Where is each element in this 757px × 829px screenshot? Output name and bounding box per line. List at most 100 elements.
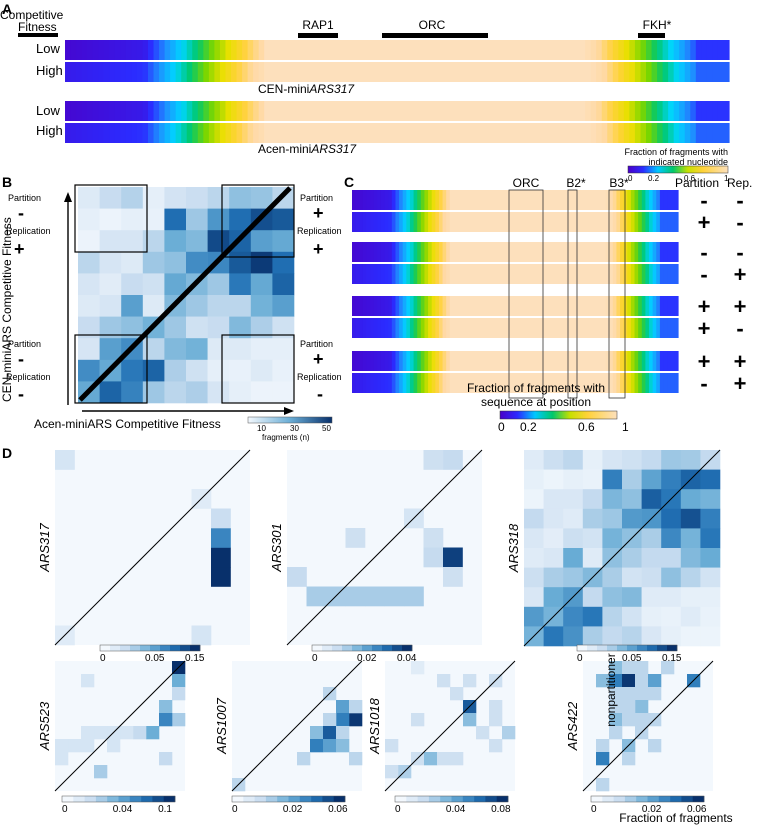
acen-low-bar-segment-52 bbox=[352, 101, 359, 121]
acen-high-bar-segment-110 bbox=[673, 123, 680, 143]
cen-high-bar-segment-99 bbox=[612, 62, 619, 82]
d-cell-r8-c2 bbox=[563, 606, 584, 627]
acen-low-bar-segment-9 bbox=[114, 101, 121, 121]
rap1-element-bar bbox=[298, 33, 338, 38]
c-row0-bar-segment-74 bbox=[620, 190, 625, 210]
d-cell-12 bbox=[424, 752, 438, 766]
d-colorbar-seg-3 bbox=[607, 645, 618, 651]
c-row3-bar-segment-46 bbox=[518, 264, 523, 284]
cen-low-bar-segment-31 bbox=[236, 40, 243, 60]
acen-low-bar-segment-80 bbox=[507, 101, 514, 121]
acen-high-bar-segment-41 bbox=[291, 123, 298, 143]
c-row0-bar-segment-22 bbox=[431, 190, 436, 210]
acen-high-bar-segment-18 bbox=[164, 123, 171, 143]
acen-high-bar-segment-101 bbox=[623, 123, 630, 143]
acen-high-bar-segment-37 bbox=[269, 123, 276, 143]
c-row5-bar-segment-73 bbox=[616, 318, 621, 338]
b-x-axis-label: Acen-miniARS Competitive Fitness bbox=[34, 417, 221, 431]
acen-low-bar-segment-114 bbox=[695, 101, 702, 121]
panel-c-letter: C bbox=[344, 174, 354, 190]
d-colorbar-seg-6 bbox=[462, 796, 475, 802]
c-row1-bar-segment-28 bbox=[453, 212, 458, 232]
cen-high-bar-segment-67 bbox=[435, 62, 442, 82]
c-row0-bar-segment-8 bbox=[380, 190, 386, 210]
c-row5-bar-segment-29 bbox=[457, 318, 462, 338]
c-row6-bar-segment-54 bbox=[547, 351, 552, 371]
c-row5-bar-segment-14 bbox=[402, 318, 407, 338]
c-row4-bar-segment-29 bbox=[457, 296, 462, 316]
cen-high-bar-segment-64 bbox=[419, 62, 426, 82]
c-row1-bar-segment-62 bbox=[576, 212, 581, 232]
c-row0-bar-segment-29 bbox=[457, 190, 462, 210]
c-row3-bar-segment-54 bbox=[547, 264, 552, 284]
cen-low-bar-segment-13 bbox=[136, 40, 144, 60]
cen-low-bar-segment-22 bbox=[186, 40, 193, 60]
cen-low-bar-segment-54 bbox=[363, 40, 370, 60]
c-row0-bar-segment-55 bbox=[551, 190, 556, 210]
d-cell-1 bbox=[336, 700, 350, 714]
cen-high-bar-segment-28 bbox=[219, 62, 227, 82]
c-row1-bar-segment-75 bbox=[623, 212, 628, 232]
cen-low-bar-segment-52 bbox=[352, 40, 359, 60]
c-row7-bar-segment-73 bbox=[616, 373, 621, 393]
c-row6-bar-segment-19 bbox=[420, 351, 426, 371]
c-row7-bar-segment-50 bbox=[533, 373, 538, 393]
c-row3-bar-segment-53 bbox=[543, 264, 549, 284]
c-row3-bar-segment-82 bbox=[649, 264, 654, 284]
c-row4-bar-segment-22 bbox=[431, 296, 436, 316]
c-row2-bar-segment-31 bbox=[464, 242, 469, 262]
c-row3-bar-segment-57 bbox=[558, 264, 563, 284]
d-cell-r0-c1 bbox=[543, 450, 564, 470]
c-row5-bar-segment-44 bbox=[511, 318, 516, 338]
panel-b-letter: B bbox=[2, 174, 12, 190]
c-row7-bar-segment-67 bbox=[594, 373, 599, 393]
acen-high-bar-segment-115 bbox=[701, 123, 708, 143]
acen-low-bar-segment-26 bbox=[208, 101, 215, 121]
cen-low-bar-segment-118 bbox=[717, 40, 725, 60]
d-cell-12 bbox=[365, 586, 385, 607]
acen-high-bar-segment-93 bbox=[579, 123, 586, 143]
acen-low-bar-segment-46 bbox=[319, 101, 326, 121]
b-cell-r5-c7 bbox=[229, 295, 252, 317]
c-row5-bar-segment-22 bbox=[431, 318, 436, 338]
cen-low-bar-segment-46 bbox=[319, 40, 326, 60]
d-colorbar-seg-2 bbox=[417, 796, 430, 802]
c-row6-bar-segment-70 bbox=[605, 351, 610, 371]
a-legend-title-line2: indicated nucleotide bbox=[648, 157, 728, 167]
c-row5-bar-segment-53 bbox=[543, 318, 549, 338]
c-row4-bar-segment-88 bbox=[670, 296, 675, 316]
b-y-arrowhead bbox=[64, 192, 72, 202]
acen-high-bar-segment-53 bbox=[358, 123, 365, 143]
cen-high-bar-segment-2 bbox=[76, 62, 83, 82]
d-cell-r6-c0 bbox=[524, 567, 544, 588]
c-row2-bar-segment-60 bbox=[569, 242, 574, 262]
c-row3-bar-segment-7 bbox=[377, 264, 382, 284]
acen-high-bar-segment-26 bbox=[208, 123, 215, 143]
c-row3-bar-segment-73 bbox=[616, 264, 621, 284]
acen-high-bar-segment-66 bbox=[430, 123, 437, 143]
c-row3-bar-segment-76 bbox=[627, 264, 632, 284]
c-row0-bar-segment-53 bbox=[543, 190, 549, 210]
cen-low-bar-segment-90 bbox=[563, 40, 570, 60]
acen-low-bar-segment-15 bbox=[148, 101, 155, 121]
c-row2-bar-segment-33 bbox=[471, 242, 476, 262]
c-row2-bar-segment-76 bbox=[627, 242, 632, 262]
c-row3-bar-segment-62 bbox=[576, 264, 581, 284]
acen-low-bar-segment-72 bbox=[463, 101, 470, 121]
cen-high-bar-segment-51 bbox=[347, 62, 354, 82]
cen-high-bar-segment-82 bbox=[518, 62, 525, 82]
cen-low-bar-segment-94 bbox=[585, 40, 592, 60]
tr-replication-sign: + bbox=[313, 239, 324, 259]
acen-high-bar-segment-112 bbox=[684, 123, 691, 143]
cen-low-bar-segment-62 bbox=[408, 40, 415, 60]
b-cell-r7-c4 bbox=[164, 338, 187, 361]
cen-high-bar-segment-6 bbox=[98, 62, 105, 82]
tr-replication-word: Replication bbox=[297, 226, 342, 236]
acen-high-bar-segment-111 bbox=[679, 123, 686, 143]
a-legend-tick-0: 0 bbox=[628, 174, 633, 183]
c-row2-bar-segment-28 bbox=[453, 242, 458, 262]
acen-low-bar-segment-13 bbox=[136, 101, 144, 121]
c-row6-bar-segment-76 bbox=[627, 351, 632, 371]
c-row5-bar-segment-8 bbox=[380, 318, 386, 338]
